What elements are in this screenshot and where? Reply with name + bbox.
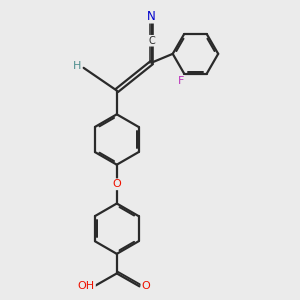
Text: OH: OH — [78, 281, 95, 291]
Text: O: O — [112, 179, 121, 189]
Text: F: F — [178, 76, 184, 86]
Text: H: H — [73, 61, 82, 71]
Text: O: O — [141, 281, 150, 291]
Text: C: C — [148, 36, 155, 46]
Text: N: N — [147, 10, 156, 22]
